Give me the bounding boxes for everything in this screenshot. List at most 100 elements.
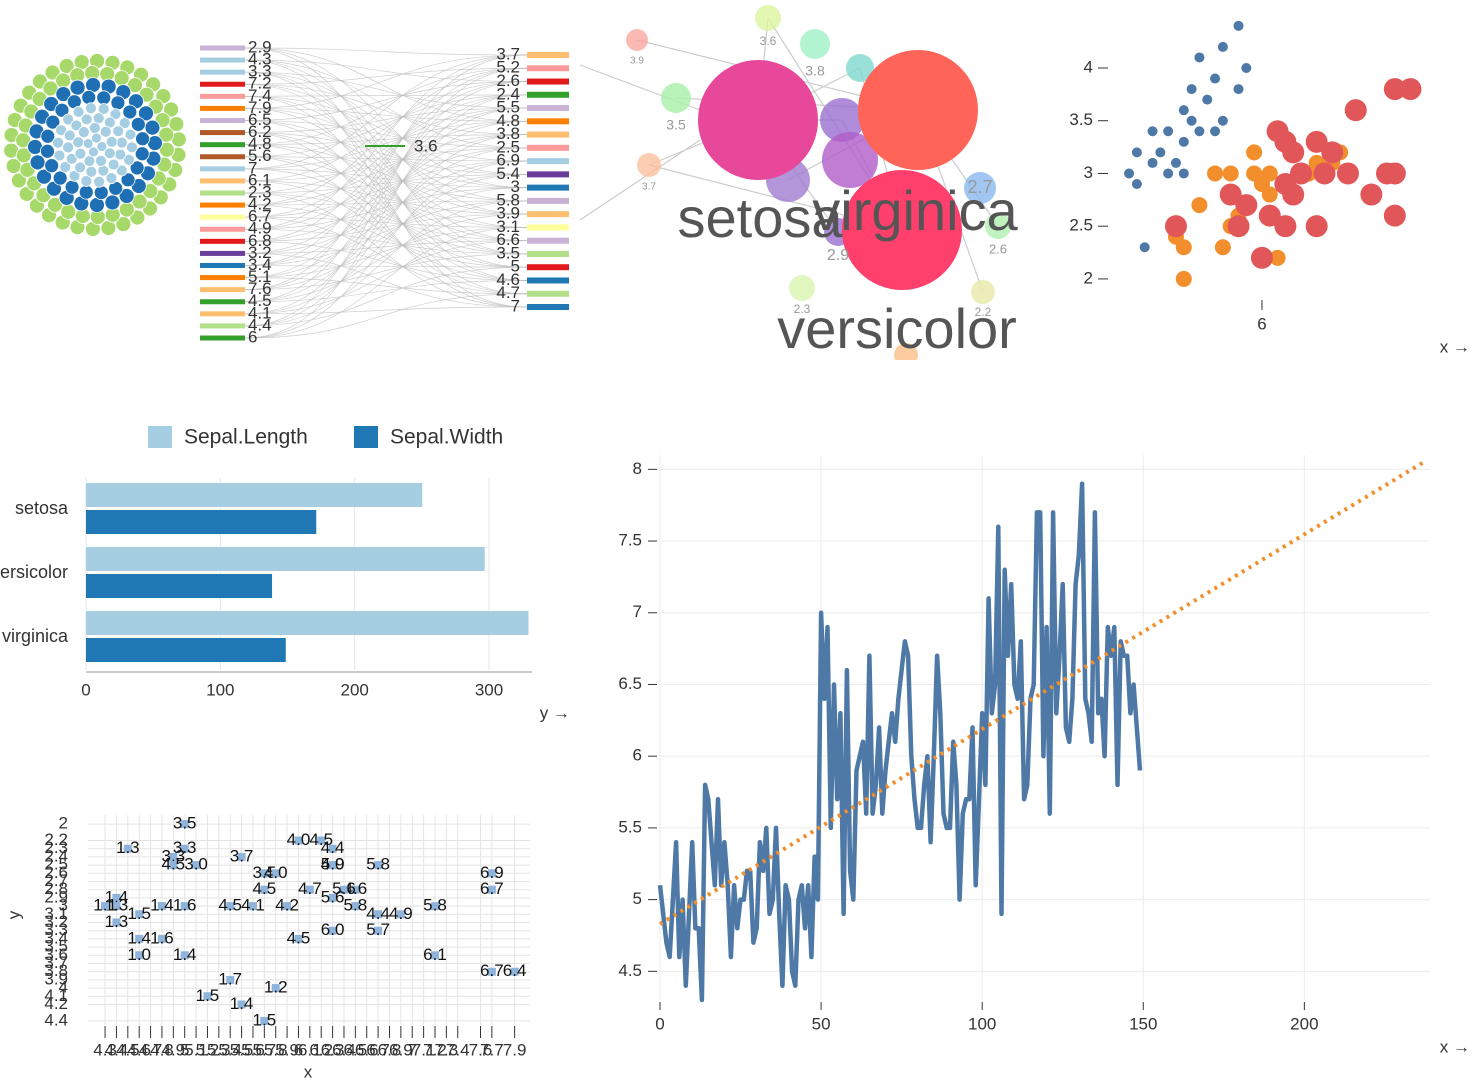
- point: [1219, 183, 1242, 206]
- point: [1241, 63, 1252, 73]
- y-tick-label: 7.5: [618, 531, 642, 550]
- point-label: 1.4: [127, 928, 151, 947]
- link: [244, 147, 528, 242]
- pack-node: [120, 172, 136, 188]
- pack-node: [134, 146, 150, 162]
- right-node: [527, 184, 569, 191]
- pack-node: [115, 136, 128, 149]
- pack-node: [60, 203, 77, 220]
- right-label: 5.4: [496, 164, 520, 183]
- node-label: 2.3: [794, 302, 811, 316]
- x-tick-label: 7.2: [423, 1040, 447, 1059]
- link: [244, 67, 528, 206]
- node-label: 2.9: [827, 247, 849, 264]
- link: [244, 59, 528, 281]
- link: [244, 293, 528, 339]
- point: [260, 885, 269, 894]
- point-label: 6.9: [480, 863, 504, 882]
- point: [169, 861, 178, 870]
- left-node: [200, 263, 245, 268]
- x-tick-label: 6.6: [355, 1040, 379, 1059]
- pack-node: [74, 161, 86, 174]
- pack-node: [47, 196, 63, 213]
- pack-node: [29, 154, 46, 171]
- link: [244, 134, 528, 146]
- point: [112, 893, 121, 902]
- right-node: [527, 131, 569, 138]
- pack-node: [124, 128, 137, 141]
- point: [1124, 168, 1135, 179]
- point-label: 4.9: [389, 904, 413, 923]
- link: [244, 47, 528, 188]
- right-label: 6.9: [496, 151, 520, 170]
- node: [789, 275, 815, 301]
- right-node: [527, 78, 569, 85]
- point: [1186, 84, 1197, 95]
- pack-node: [78, 184, 94, 200]
- right-node: [527, 290, 569, 297]
- point-label: 1.4: [173, 945, 197, 964]
- point-label: 1.6: [150, 928, 174, 947]
- y-tick-label: 4.4: [44, 1010, 68, 1029]
- point: [169, 852, 178, 861]
- link: [244, 71, 528, 308]
- y-tick-label: 3: [1084, 163, 1093, 182]
- pack-node: [83, 155, 96, 167]
- x-tick-label: 6.3: [321, 1040, 345, 1059]
- link: [244, 81, 528, 242]
- link: [244, 94, 528, 218]
- link: [244, 168, 528, 188]
- legend-label: Sepal.Length: [184, 426, 308, 449]
- point-label: 4.0: [264, 863, 288, 882]
- pack-node: [68, 169, 81, 182]
- link: [244, 94, 528, 158]
- link: [244, 108, 528, 188]
- link: [244, 147, 528, 182]
- pack-node: [144, 119, 161, 136]
- node: [971, 280, 995, 304]
- link: [244, 134, 528, 206]
- point-label: 4.5: [253, 879, 277, 898]
- left-label: 5.1: [248, 267, 272, 286]
- point-label: 4.4: [366, 904, 390, 923]
- point: [1261, 186, 1278, 203]
- point-label: 1.3: [105, 912, 129, 931]
- point-label: 1.5: [196, 986, 220, 1005]
- point: [1139, 242, 1150, 253]
- right-node: [527, 91, 569, 98]
- x-tick-label: 4.5: [116, 1040, 140, 1059]
- y-tick-label: 3.5: [44, 937, 68, 956]
- y-tick-label: 2: [1084, 268, 1093, 287]
- left-label: 3.2: [248, 243, 272, 262]
- point: [487, 885, 496, 894]
- right-label: 5.2: [496, 58, 520, 77]
- x-tick-label: 7.1: [412, 1040, 436, 1059]
- y-tick-label: 2.7: [44, 871, 68, 890]
- point: [260, 869, 269, 878]
- left-label: 6.1: [248, 170, 272, 189]
- pack-node: [77, 126, 90, 139]
- node: [894, 343, 918, 360]
- x-tick-label: 4.6: [127, 1040, 151, 1059]
- link: [244, 240, 528, 281]
- point-label: 4.2: [275, 896, 299, 915]
- point: [1163, 126, 1174, 137]
- pack-node: [93, 175, 106, 188]
- y-tick-label: 3.7: [44, 953, 68, 972]
- right-node: [527, 264, 569, 271]
- point: [1164, 215, 1187, 238]
- pack-node: [122, 104, 138, 120]
- legend-swatch: [354, 426, 378, 448]
- link: [244, 156, 528, 162]
- left-node: [200, 226, 245, 232]
- point: [1194, 126, 1205, 137]
- x-axis-label: x →: [1440, 337, 1470, 356]
- point: [328, 926, 337, 935]
- point: [374, 910, 383, 919]
- node: [637, 153, 661, 177]
- point: [1383, 78, 1406, 101]
- y-tick-label: 2.6: [44, 863, 68, 882]
- node-label-large: virginica: [812, 179, 1018, 242]
- pack-node: [85, 165, 98, 178]
